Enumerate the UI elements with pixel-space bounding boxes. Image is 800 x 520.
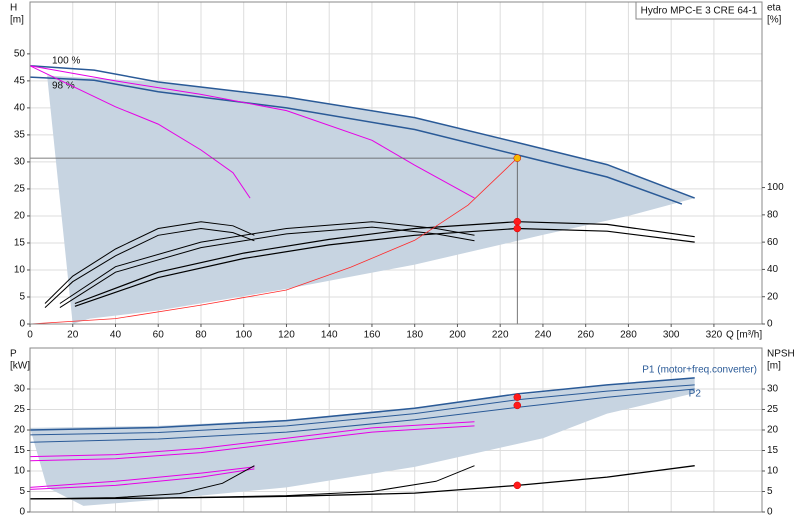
plot-frame — [29, 1, 763, 325]
y-axis-label: P — [10, 349, 17, 360]
curve — [29, 425, 475, 462]
title-box — [635, 1, 763, 20]
y-tick-label: 5 — [19, 486, 25, 497]
y-tick-label: 35 — [14, 130, 26, 141]
curve — [29, 384, 695, 436]
x-tick-label: 100 — [235, 330, 252, 341]
y2-axis-label: [%] — [767, 15, 782, 26]
chart-title: Hydro MPC-E 3 CRE 64-1 — [641, 6, 758, 17]
operating-range-area — [47, 75, 695, 324]
y-tick-label: 25 — [14, 404, 26, 415]
curve-label: 100 % — [52, 55, 80, 66]
curve-label: P1 (motor+freq.converter) — [642, 365, 757, 376]
x-tick-label: 240 — [535, 330, 552, 341]
curve — [29, 76, 683, 205]
curve — [29, 377, 695, 431]
curve — [29, 465, 255, 500]
curve — [74, 227, 695, 307]
y-tick-label: 0 — [19, 319, 25, 330]
x-tick-label: 180 — [406, 330, 423, 341]
y-tick-label: 30 — [14, 157, 26, 168]
y-tick-label: 5 — [19, 292, 25, 303]
y-tick-label: 20 — [14, 425, 26, 436]
curve — [44, 221, 255, 304]
y-tick-label: 10 — [14, 265, 26, 276]
y2-tick-label: 15 — [767, 445, 779, 456]
curve — [29, 465, 475, 500]
curve — [29, 65, 475, 199]
x-tick-label: 200 — [449, 330, 466, 341]
y-tick-label: 25 — [14, 184, 26, 195]
curve — [29, 388, 695, 443]
y-tick-label: 15 — [14, 445, 26, 456]
curve — [29, 65, 695, 199]
x-tick-label: 140 — [321, 330, 338, 341]
x-tick-label: 120 — [278, 330, 295, 341]
curve — [74, 221, 695, 305]
curve — [59, 221, 475, 304]
y-tick-label: 20 — [14, 211, 26, 222]
y-tick-label: 10 — [14, 466, 26, 477]
y2-tick-label: 0 — [767, 507, 773, 518]
y-tick-label: 50 — [14, 49, 26, 60]
curve — [29, 468, 255, 490]
data-point — [513, 401, 522, 410]
curve-label: 98 % — [52, 81, 75, 92]
x-tick-label: 20 — [67, 330, 79, 341]
y2-tick-label: 0 — [767, 319, 773, 330]
y2-tick-label: 10 — [767, 466, 779, 477]
data-point — [513, 393, 522, 401]
x-axis-label: Q [m³/h] — [726, 330, 762, 341]
y2-tick-label: 60 — [767, 237, 779, 248]
y-tick-label: 45 — [14, 76, 26, 87]
data-point — [513, 217, 522, 226]
y2-tick-label: 5 — [767, 486, 773, 497]
curve — [29, 157, 518, 325]
y2-tick-label: 40 — [767, 264, 779, 275]
y-axis-label: [m] — [10, 15, 24, 26]
x-tick-label: 320 — [706, 330, 723, 341]
curve — [44, 227, 255, 308]
x-tick-label: 0 — [27, 330, 33, 341]
y2-tick-label: 20 — [767, 291, 779, 302]
data-point — [513, 224, 522, 233]
y2-tick-label: 100 — [767, 182, 784, 193]
y2-axis-label: eta — [767, 3, 781, 14]
x-tick-label: 160 — [364, 330, 381, 341]
x-tick-label: 80 — [195, 330, 207, 341]
y-axis-label: [kW] — [10, 361, 30, 372]
y-tick-label: 0 — [19, 507, 25, 518]
data-point — [513, 154, 522, 162]
x-tick-label: 60 — [153, 330, 165, 341]
curve-label: P2 — [689, 389, 702, 400]
y2-axis-label: NPSH — [767, 349, 795, 360]
curve — [29, 65, 251, 199]
y2-tick-label: 20 — [767, 425, 779, 436]
x-tick-label: 40 — [110, 330, 122, 341]
y-tick-label: 40 — [14, 103, 26, 114]
x-tick-label: 300 — [663, 330, 680, 341]
y2-tick-label: 25 — [767, 404, 779, 415]
data-point — [513, 481, 522, 490]
y2-tick-label: 30 — [767, 384, 779, 395]
x-tick-label: 260 — [577, 330, 594, 341]
curve — [29, 466, 255, 488]
x-tick-label: 280 — [620, 330, 637, 341]
y2-axis-label: [m] — [767, 361, 781, 372]
y-axis-label: H — [10, 3, 17, 14]
y2-tick-label: 80 — [767, 209, 779, 220]
x-tick-label: 220 — [492, 330, 509, 341]
curve — [59, 226, 475, 309]
curve — [29, 421, 475, 458]
y-tick-label: 15 — [14, 238, 26, 249]
y-tick-label: 30 — [14, 384, 26, 395]
